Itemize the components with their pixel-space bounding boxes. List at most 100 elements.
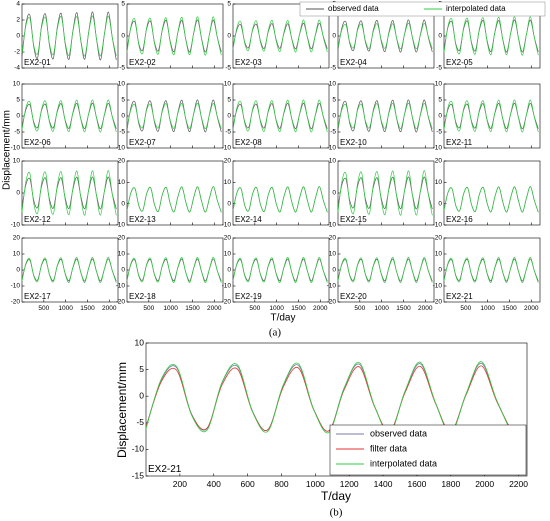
series-line bbox=[443, 102, 539, 130]
series-line bbox=[21, 102, 117, 130]
y-tick-label: -4 bbox=[14, 65, 20, 72]
plot-area bbox=[126, 237, 224, 303]
panel-label: EX2-18 bbox=[129, 292, 156, 301]
panel-label: EX2-08 bbox=[235, 138, 262, 147]
y-tick-label: 5 bbox=[227, 97, 231, 104]
y-tick-label: 10 bbox=[329, 158, 337, 165]
y-tick-label: -10 bbox=[116, 283, 126, 290]
y-tick-label: 5 bbox=[139, 364, 144, 374]
y-tick-label: -5 bbox=[119, 129, 125, 136]
x-tick-label: 1000 bbox=[163, 305, 178, 312]
x-tick-label: 1500 bbox=[396, 305, 411, 312]
x-tick-label: 1600 bbox=[407, 479, 426, 489]
y-tick-label: 20 bbox=[435, 235, 443, 242]
x-tick-label: 500 bbox=[354, 305, 365, 312]
x-tick-label: 500 bbox=[460, 305, 471, 312]
y-tick-label: 10 bbox=[118, 251, 126, 258]
panel-label: EX2-03 bbox=[235, 58, 262, 67]
plot-area bbox=[21, 83, 119, 149]
y-tick-label: -20 bbox=[11, 299, 21, 306]
panel-label: EX2-21 bbox=[446, 292, 473, 301]
y-tick-label: 10 bbox=[224, 179, 232, 186]
y-tick-label: 0 bbox=[16, 33, 20, 40]
legend-box bbox=[299, 1, 546, 17]
y-tick-label: -10 bbox=[11, 145, 21, 152]
x-tick-label: 1200 bbox=[340, 479, 359, 489]
plot-area bbox=[337, 160, 435, 226]
panel-label: EX2-20 bbox=[340, 292, 367, 301]
y-tick-label: 10 bbox=[435, 179, 443, 186]
x-tick-label: 500 bbox=[38, 305, 49, 312]
y-tick-label: 0 bbox=[121, 33, 125, 40]
y-tick-label: -10 bbox=[11, 222, 21, 229]
caption: (a) bbox=[269, 327, 282, 339]
y-tick-label: -10 bbox=[222, 145, 232, 152]
y-tick-label: -10 bbox=[327, 283, 337, 290]
y-axis-label: Displacement/mm bbox=[2, 110, 13, 190]
legend-label: observed data bbox=[328, 4, 379, 13]
y-tick-label: -20 bbox=[327, 299, 337, 306]
y-tick-label: 10 bbox=[329, 81, 337, 88]
plot-area bbox=[232, 160, 330, 226]
x-tick-label: 2000 bbox=[102, 305, 117, 312]
plot-area bbox=[337, 237, 435, 303]
series-line bbox=[232, 102, 328, 130]
y-tick-label: -10 bbox=[11, 283, 21, 290]
panel-label: EX2-19 bbox=[235, 292, 262, 301]
legend-label: observed data bbox=[370, 428, 427, 438]
x-tick-label: 400 bbox=[207, 479, 221, 489]
series-line bbox=[126, 99, 222, 133]
y-tick-label: 20 bbox=[224, 235, 232, 242]
x-axis-label: T/day bbox=[321, 489, 351, 503]
series-line bbox=[337, 170, 433, 216]
series-line bbox=[21, 258, 117, 282]
x-tick-label: 2000 bbox=[313, 305, 328, 312]
y-tick-label: 10 bbox=[118, 179, 126, 186]
series-line bbox=[337, 256, 433, 283]
y-tick-label: 5 bbox=[332, 97, 336, 104]
series-line bbox=[21, 99, 117, 133]
y-tick-label: 0 bbox=[332, 113, 336, 120]
series-line bbox=[21, 176, 117, 210]
x-tick-label: 500 bbox=[143, 305, 154, 312]
y-tick-label: -10 bbox=[433, 283, 443, 290]
series-line bbox=[126, 258, 222, 282]
y-tick-label: -5 bbox=[225, 65, 231, 72]
y-tick-label: -5 bbox=[14, 129, 20, 136]
series-line bbox=[443, 19, 539, 53]
legend-label: filter data bbox=[370, 443, 407, 453]
x-tick-label: 2000 bbox=[418, 305, 433, 312]
series-line bbox=[232, 19, 328, 53]
x-tick-label: 1000 bbox=[306, 479, 325, 489]
series-line bbox=[232, 186, 328, 213]
x-tick-label: 1400 bbox=[374, 479, 393, 489]
x-tick-label: 1500 bbox=[291, 305, 306, 312]
y-tick-label: -5 bbox=[436, 65, 442, 72]
y-tick-label: -10 bbox=[132, 444, 145, 454]
y-tick-label: 0 bbox=[121, 113, 125, 120]
x-tick-label: 800 bbox=[274, 479, 288, 489]
x-tick-label: 1800 bbox=[441, 479, 460, 489]
y-tick-label: -20 bbox=[222, 299, 232, 306]
y-tick-label: 5 bbox=[121, 1, 125, 8]
plot-area bbox=[443, 237, 541, 303]
series-line bbox=[337, 102, 433, 130]
y-tick-label: 10 bbox=[435, 81, 443, 88]
y-tick-label: -10 bbox=[433, 222, 443, 229]
y-tick-label: 0 bbox=[121, 200, 125, 207]
series-line bbox=[21, 15, 117, 57]
series-line bbox=[232, 258, 328, 282]
panel-label: EX2-17 bbox=[24, 292, 51, 301]
y-tick-label: 0 bbox=[438, 33, 442, 40]
y-tick-label: 5 bbox=[121, 97, 125, 104]
y-tick-label: 10 bbox=[135, 337, 145, 347]
plot-area bbox=[21, 160, 119, 226]
y-tick-label: 20 bbox=[118, 235, 126, 242]
x-tick-label: 1000 bbox=[480, 305, 495, 312]
series-line bbox=[337, 176, 433, 210]
y-tick-label: 0 bbox=[332, 33, 336, 40]
y-tick-label: 0 bbox=[139, 390, 144, 400]
y-tick-label: 0 bbox=[227, 33, 231, 40]
series-line bbox=[126, 16, 222, 56]
y-tick-label: -10 bbox=[116, 145, 126, 152]
